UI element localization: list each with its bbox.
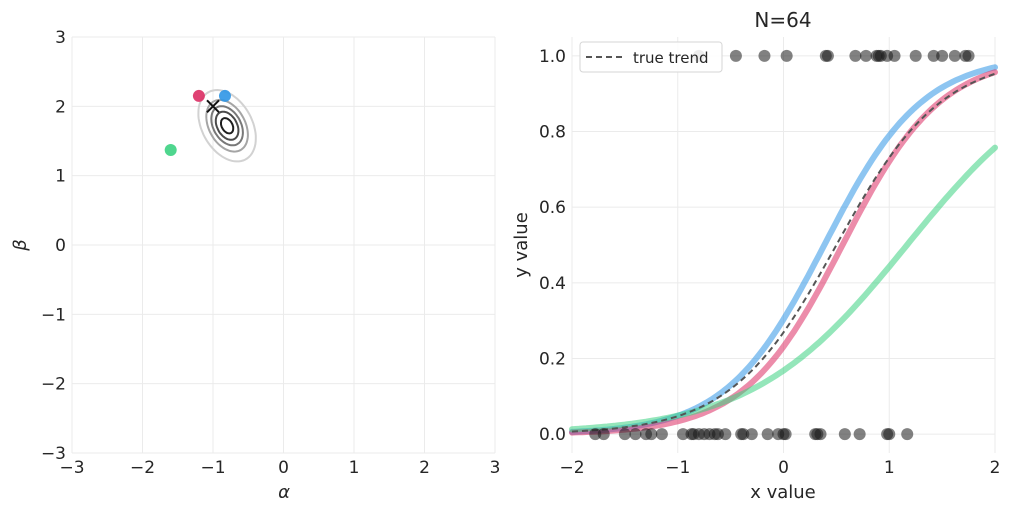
right-y-tick-label: 0.2 [539, 349, 566, 369]
observation-y0 [629, 428, 642, 441]
right-x-tick-label: 0 [778, 458, 789, 478]
observation-y0 [655, 428, 668, 441]
sample-point-green [164, 144, 177, 157]
observation-y0 [838, 428, 851, 441]
left-y-axis-label: β [10, 239, 31, 252]
left-x-tick-label: 0 [278, 458, 289, 478]
observation-y1 [936, 49, 949, 62]
observation-y1 [849, 49, 862, 62]
observation-y1 [758, 49, 771, 62]
legend: true trend [579, 41, 723, 73]
posterior-contour [197, 88, 257, 163]
left-x-tick-label: 3 [490, 458, 501, 478]
left-x-tick-label: 2 [419, 458, 430, 478]
observation-y0 [779, 428, 792, 441]
observation-y1 [962, 49, 975, 62]
true-parameter-marker [206, 99, 220, 114]
observation-y1 [927, 49, 940, 62]
left-x-tick-label: −3 [59, 458, 84, 478]
right-y-tick-label: 0.0 [539, 425, 566, 445]
observation-y0 [719, 428, 732, 441]
posterior-contour [220, 117, 235, 135]
left-y-tick-label: 2 [55, 97, 66, 117]
right-x-tick-label: −1 [665, 458, 690, 478]
left-y-tick-labels: −3 −2 −1 0 1 2 3 [41, 28, 66, 464]
parameter-space-chart: −3 −2 −1 0 1 2 3 −3 −2 −1 0 1 2 3 α β [10, 28, 500, 503]
right-y-axis-label: y value [511, 212, 532, 278]
right-y-tick-label: 0.4 [539, 274, 566, 294]
observation-y0 [761, 428, 774, 441]
observation-y0 [677, 428, 690, 441]
observation-y1 [780, 49, 793, 62]
observation-y0 [589, 428, 602, 441]
left-x-tick-label: 1 [349, 458, 360, 478]
right-grid [571, 37, 996, 453]
right-x-tick-label: −2 [559, 458, 584, 478]
sample-point-red [192, 89, 205, 102]
posterior-contours [197, 88, 257, 163]
observation-y1 [909, 49, 922, 62]
data-space-chart: N=64 −2 −1 0 1 2 0.00.20.40.60.81.0 x value … [511, 8, 1000, 503]
observation-y0 [901, 428, 914, 441]
posterior-contour [210, 105, 244, 147]
right-y-tick-label: 1.0 [539, 47, 566, 67]
left-x-axis-label: α [278, 482, 290, 503]
observation-y1 [821, 49, 834, 62]
left-x-tick-label: −1 [200, 458, 225, 478]
observation-y0 [814, 428, 827, 441]
posterior-contour [205, 98, 249, 153]
observation-y1 [888, 49, 901, 62]
left-y-tick-label: 1 [55, 167, 66, 187]
curve-green [569, 144, 998, 433]
observation-y0 [853, 428, 866, 441]
parameter-samples [164, 89, 231, 157]
left-y-tick-label: −2 [41, 375, 66, 395]
observation-y0 [618, 428, 631, 441]
left-y-tick-label: 3 [55, 28, 66, 48]
observation-y0 [737, 428, 750, 441]
left-grid [71, 36, 496, 454]
observation-y1 [948, 49, 961, 62]
posterior-contour [214, 110, 240, 141]
sample-point-blue [218, 89, 231, 102]
left-x-tick-labels: −3 −2 −1 0 1 2 3 [59, 458, 500, 478]
true-marker-stroke [206, 99, 220, 114]
left-y-tick-label: −3 [41, 444, 66, 464]
observation-y0 [597, 428, 610, 441]
logistic-curves [569, 64, 998, 436]
observation-y0 [745, 428, 758, 441]
true-trend-line [571, 72, 996, 433]
right-x-axis-label: x value [750, 482, 816, 503]
right-x-tick-label: 2 [990, 458, 1001, 478]
right-y-tick-label: 0.8 [539, 123, 566, 143]
legend-box [579, 41, 723, 73]
right-chart-title: N=64 [754, 8, 811, 32]
left-y-tick-label: 0 [55, 236, 66, 256]
left-y-tick-label: −1 [41, 305, 66, 325]
right-y-tick-labels: 0.0 0.2 0.4 0.6 0.8 1.0 [539, 47, 566, 445]
observation-y1 [859, 49, 872, 62]
observation-y0 [883, 428, 896, 441]
right-y-tick-label: 0.6 [539, 198, 566, 218]
right-x-tick-labels: −2 −1 0 1 2 [559, 458, 1000, 478]
left-x-tick-label: −2 [130, 458, 155, 478]
right-x-tick-label: 1 [884, 458, 895, 478]
observation-y1 [729, 49, 742, 62]
legend-entry-true-trend: true trend [633, 49, 709, 67]
observation-y0 [645, 428, 658, 441]
